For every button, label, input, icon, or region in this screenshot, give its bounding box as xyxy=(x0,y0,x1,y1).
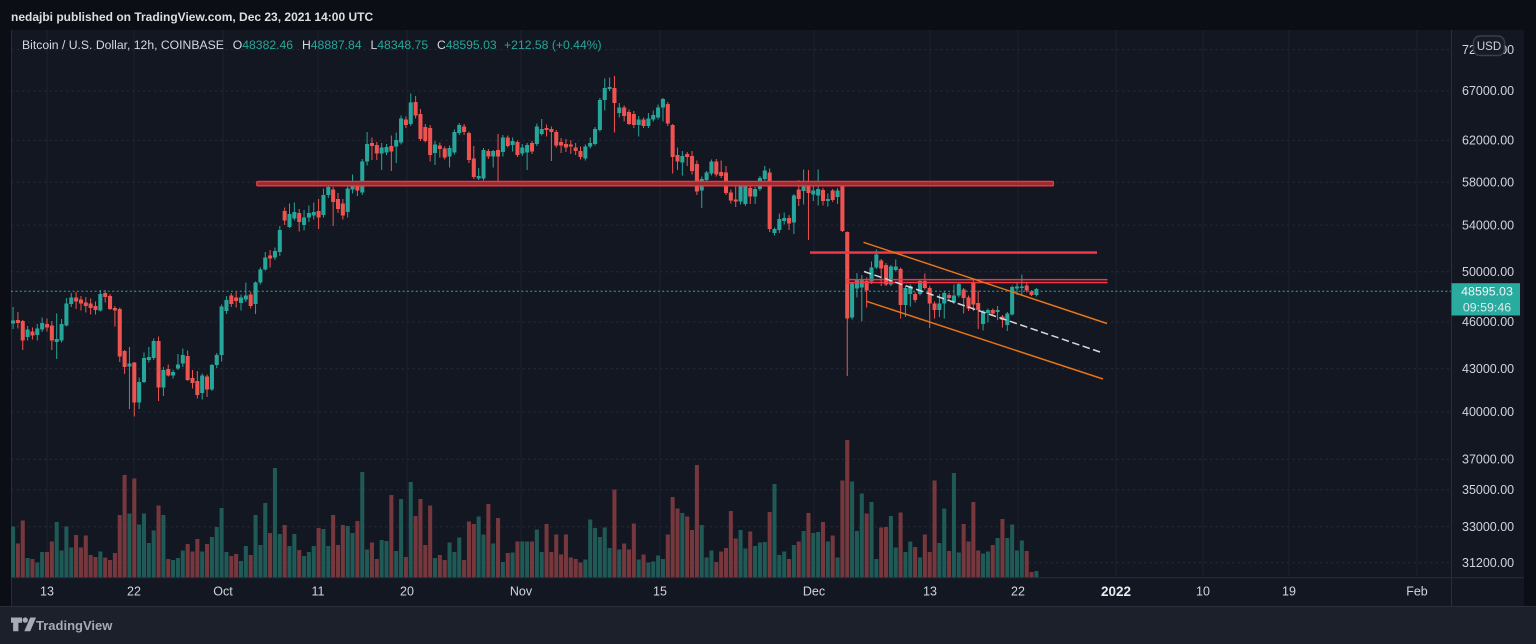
svg-text:TradingView: TradingView xyxy=(36,618,113,633)
svg-text:22: 22 xyxy=(1011,585,1025,599)
svg-text:35000.00: 35000.00 xyxy=(1462,483,1514,497)
svg-text:62000.00: 62000.00 xyxy=(1462,134,1514,148)
svg-text:48595.03: 48595.03 xyxy=(1461,285,1513,299)
svg-text:Feb: Feb xyxy=(1406,585,1428,599)
svg-text:nedajbi published on TradingVi: nedajbi published on TradingView.com, De… xyxy=(11,10,373,24)
svg-text:19: 19 xyxy=(1282,585,1296,599)
svg-text:58000.00: 58000.00 xyxy=(1462,176,1514,190)
svg-text:33000.00: 33000.00 xyxy=(1462,520,1514,534)
svg-text:USD: USD xyxy=(1477,41,1501,53)
svg-text:37000.00: 37000.00 xyxy=(1462,452,1514,466)
svg-text:46000.00: 46000.00 xyxy=(1462,315,1514,329)
svg-text:20: 20 xyxy=(400,585,414,599)
svg-text:15: 15 xyxy=(653,585,667,599)
svg-text:Nov: Nov xyxy=(510,585,533,599)
svg-text:40000.00: 40000.00 xyxy=(1462,405,1514,419)
svg-text:43000.00: 43000.00 xyxy=(1462,362,1514,376)
svg-text:31200.00: 31200.00 xyxy=(1462,556,1514,570)
svg-text:54000.00: 54000.00 xyxy=(1462,218,1514,232)
svg-text:2022: 2022 xyxy=(1101,584,1131,599)
svg-text:50000.00: 50000.00 xyxy=(1462,265,1514,279)
svg-text:Oct: Oct xyxy=(213,585,233,599)
svg-text:10: 10 xyxy=(1196,585,1210,599)
svg-text:13: 13 xyxy=(923,585,937,599)
svg-text:22: 22 xyxy=(127,585,141,599)
svg-text:13: 13 xyxy=(40,585,54,599)
svg-text:Dec: Dec xyxy=(803,585,825,599)
svg-text:11: 11 xyxy=(312,585,325,599)
svg-text:Bitcoin / U.S. Dollar, 12h, CO: Bitcoin / U.S. Dollar, 12h, COINBASE O48… xyxy=(22,38,602,52)
svg-text:09:59:46: 09:59:46 xyxy=(1463,301,1511,315)
svg-text:67000.00: 67000.00 xyxy=(1462,84,1514,98)
